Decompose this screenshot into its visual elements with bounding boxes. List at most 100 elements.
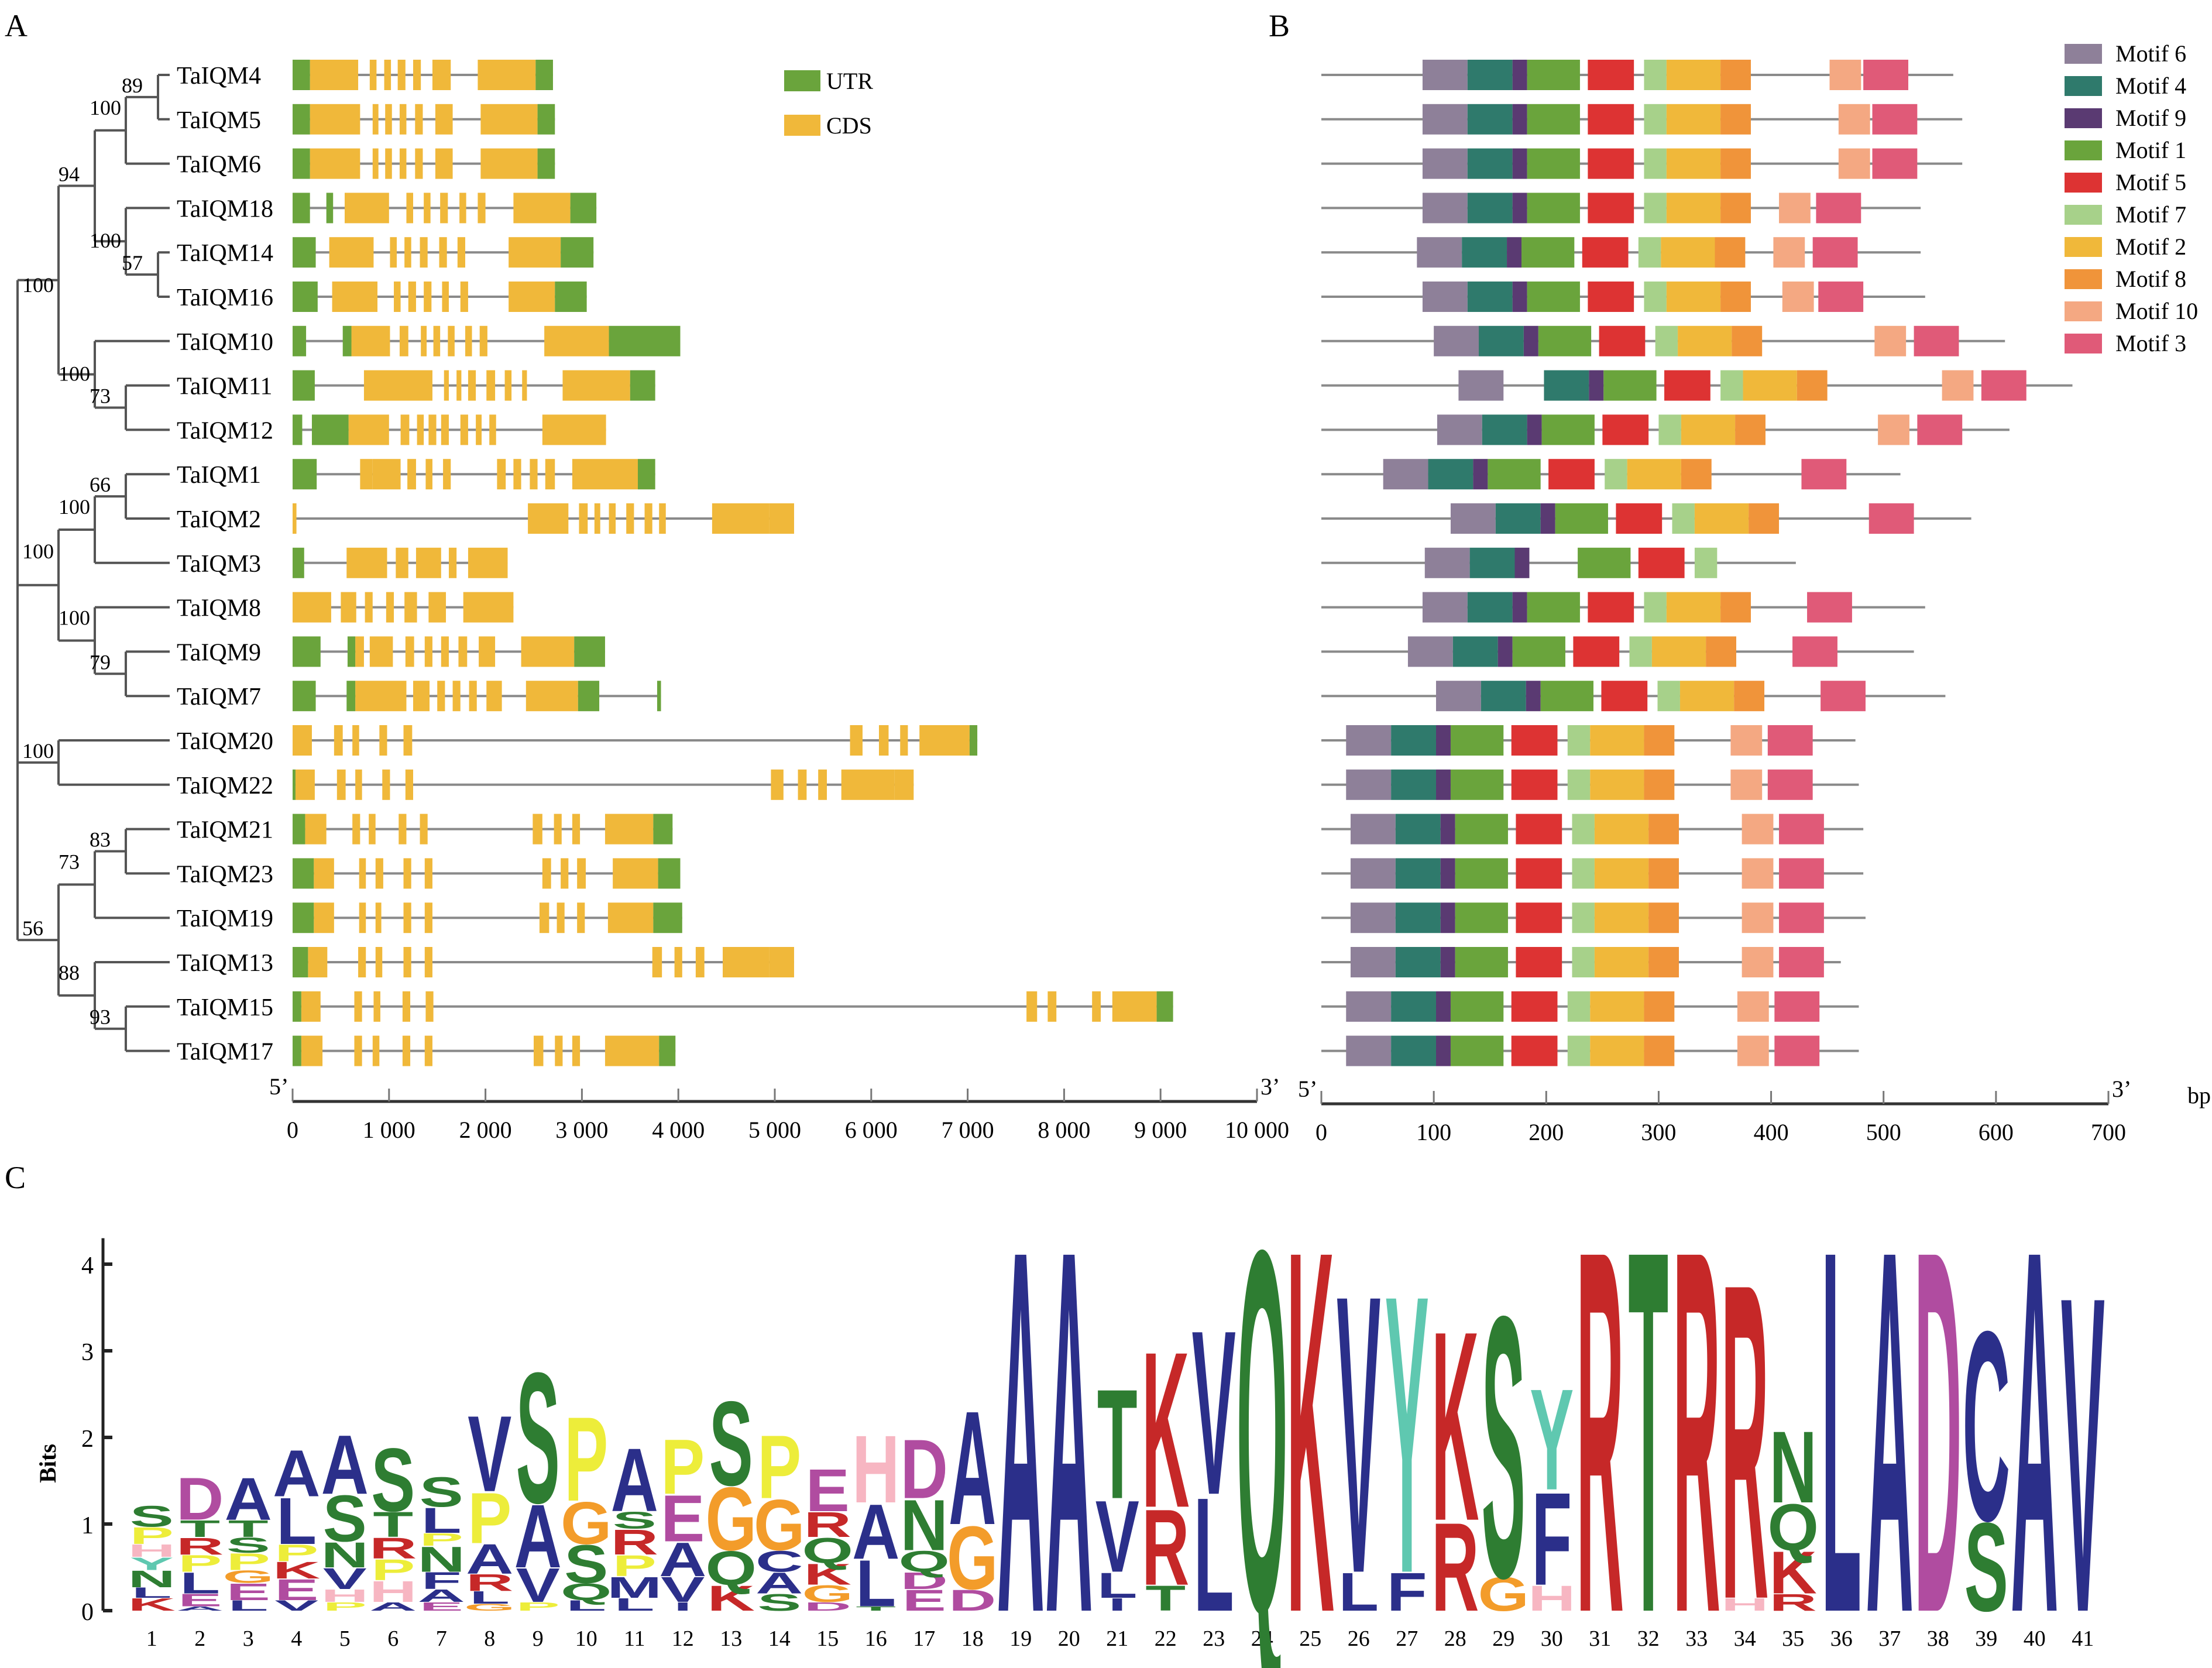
motif-box bbox=[1512, 60, 1527, 90]
logo-letter: V bbox=[468, 1394, 511, 1515]
position-label: 4 bbox=[291, 1626, 302, 1651]
bootstrap-value: 100 bbox=[90, 96, 121, 119]
legend-swatch bbox=[2065, 76, 2102, 96]
logo-letter: A bbox=[273, 1436, 320, 1510]
motif-box bbox=[1863, 60, 1908, 90]
motif-box bbox=[1467, 193, 1513, 224]
cds-exon bbox=[359, 858, 366, 889]
logo-letter: Q bbox=[1236, 1142, 1288, 1668]
motif-box bbox=[1767, 769, 1813, 800]
logo-letter: S bbox=[420, 1469, 463, 1516]
utr-region bbox=[293, 237, 316, 268]
motif-box bbox=[1512, 193, 1527, 224]
motif-box bbox=[1514, 547, 1530, 578]
motif-box bbox=[1383, 459, 1428, 490]
position-label: 22 bbox=[1155, 1626, 1177, 1651]
motif-box bbox=[1527, 282, 1580, 312]
cds-exon bbox=[369, 636, 393, 667]
motif-box bbox=[1516, 902, 1562, 933]
gene-name: TaIQM12 bbox=[177, 417, 273, 444]
logo-letter: H bbox=[128, 1541, 176, 1561]
motif-box bbox=[1792, 636, 1837, 667]
cds-exon bbox=[403, 725, 413, 756]
logo-letter: P bbox=[420, 1529, 463, 1549]
position-label: 10 bbox=[575, 1626, 597, 1651]
motif-box bbox=[1644, 282, 1667, 312]
cds-exon bbox=[334, 725, 343, 756]
logo-letter: P bbox=[323, 1600, 367, 1614]
cds-exon bbox=[372, 459, 401, 490]
panel-label-c: C bbox=[5, 1160, 26, 1195]
utr-region bbox=[293, 681, 316, 712]
motif-box bbox=[1588, 282, 1634, 312]
motif-box bbox=[1742, 814, 1774, 845]
position-label: 1 bbox=[146, 1626, 157, 1651]
motif-box bbox=[1435, 991, 1451, 1022]
tick-label: 4 000 bbox=[652, 1117, 705, 1143]
motif-box bbox=[1588, 60, 1634, 90]
motif-box bbox=[1582, 237, 1629, 268]
cds-exon bbox=[413, 681, 430, 712]
motif-box bbox=[1516, 858, 1562, 889]
cds-exon bbox=[1092, 991, 1101, 1022]
cds-exon bbox=[457, 237, 465, 268]
cds-exon bbox=[433, 325, 441, 356]
motif-box bbox=[1638, 547, 1685, 578]
motif-box bbox=[1872, 148, 1918, 179]
bootstrap-value: 89 bbox=[122, 74, 143, 97]
motif-box bbox=[1779, 814, 1824, 845]
motif-box bbox=[1602, 414, 1649, 445]
logo-letter: D bbox=[176, 1465, 224, 1532]
motif-box bbox=[1435, 725, 1451, 756]
position-label: 20 bbox=[1058, 1626, 1080, 1651]
motif-box bbox=[1435, 769, 1451, 800]
bootstrap-value: 57 bbox=[122, 251, 143, 274]
logo-letter: G bbox=[802, 1580, 853, 1607]
cds-exon bbox=[479, 325, 487, 356]
cds-exon bbox=[609, 503, 616, 534]
logo-letter: V bbox=[516, 1559, 560, 1612]
cds-exon bbox=[406, 193, 413, 224]
cds-exon bbox=[404, 237, 411, 268]
logo-letter: E bbox=[226, 1578, 270, 1605]
logo-letter: K bbox=[1770, 1539, 1817, 1606]
motif-box bbox=[1511, 769, 1558, 800]
utr-region bbox=[311, 414, 349, 445]
tick-label: 600 bbox=[1979, 1119, 2014, 1145]
utr-region bbox=[293, 414, 303, 445]
position-label: 9 bbox=[533, 1626, 544, 1651]
motif-box bbox=[1512, 282, 1527, 312]
tick-label: 9 000 bbox=[1134, 1117, 1187, 1143]
cds-exon bbox=[522, 370, 527, 401]
motif-box bbox=[1666, 592, 1721, 623]
cds-exon bbox=[509, 237, 561, 268]
logo-letter: G bbox=[464, 1602, 516, 1612]
logo-letter: A bbox=[997, 1142, 1045, 1668]
motif-box bbox=[1572, 947, 1595, 977]
logo-letter: F bbox=[1531, 1464, 1572, 1612]
motif-box bbox=[1812, 237, 1858, 268]
cds-exon bbox=[332, 282, 378, 312]
cds-exon bbox=[521, 636, 575, 667]
utr-region bbox=[293, 60, 310, 90]
motif-box bbox=[1644, 769, 1675, 800]
position-label: 30 bbox=[1541, 1626, 1563, 1651]
motif-box bbox=[1706, 636, 1737, 667]
logo-letter: L bbox=[276, 1484, 317, 1558]
cds-exon bbox=[399, 148, 407, 179]
logo-letter: V bbox=[2061, 1202, 2105, 1668]
tick-label: 300 bbox=[1641, 1119, 1676, 1145]
cds-exon bbox=[365, 592, 373, 623]
cds-exon bbox=[336, 769, 346, 800]
cds-exon bbox=[399, 325, 408, 356]
motif-box bbox=[1467, 104, 1513, 135]
motif-box bbox=[1473, 459, 1488, 490]
utr-region bbox=[969, 725, 978, 756]
logo-letter: R bbox=[1673, 1142, 1720, 1668]
unit-label: bp bbox=[2187, 1082, 2211, 1108]
position-label: 24 bbox=[1251, 1626, 1273, 1651]
motif-box bbox=[1678, 325, 1732, 356]
motif-box bbox=[1527, 414, 1542, 445]
cds-exon bbox=[545, 459, 555, 490]
cds-exon bbox=[375, 858, 383, 889]
